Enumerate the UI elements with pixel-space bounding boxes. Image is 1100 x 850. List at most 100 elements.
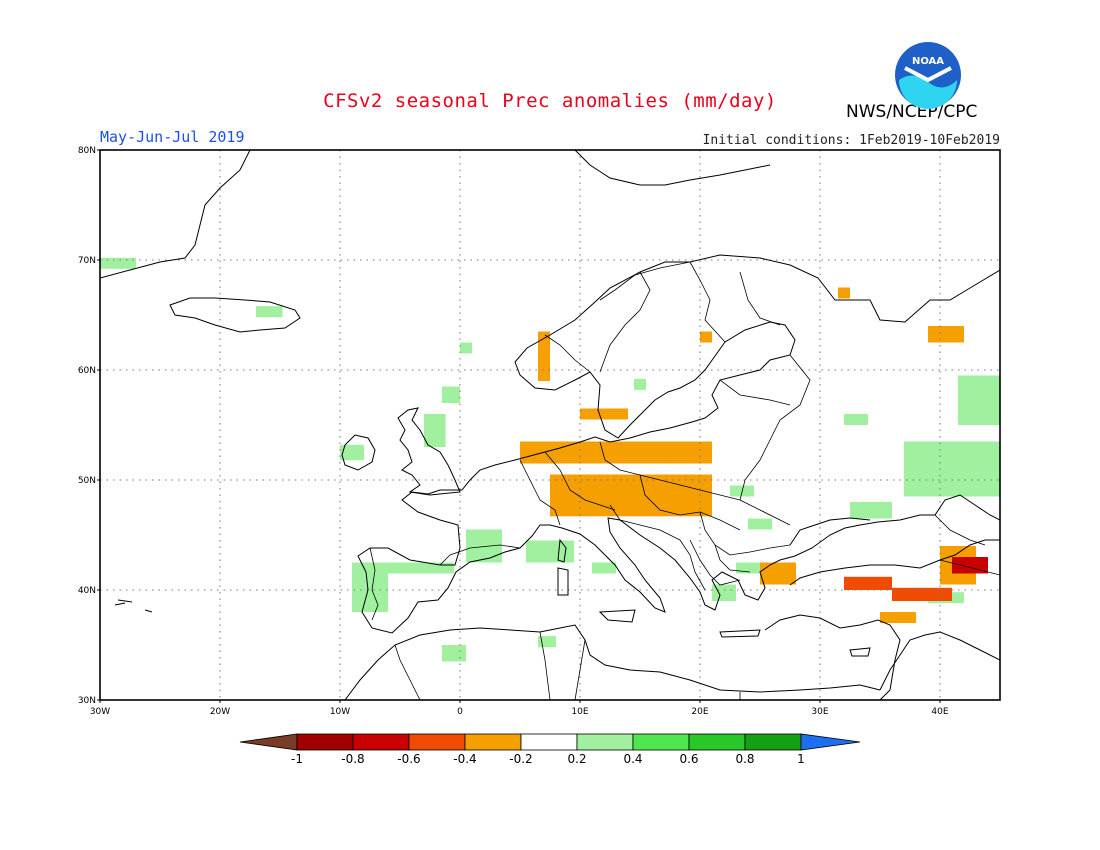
colorbar-bin <box>576 733 634 751</box>
anomaly-cell-6 <box>634 378 646 390</box>
graticule <box>100 150 1000 700</box>
colorbar-label: -0.4 <box>453 752 476 766</box>
colorbar-bin <box>296 733 354 751</box>
coastline-iceland <box>169 297 301 333</box>
lon-tick-label: 0 <box>457 707 463 717</box>
country-borders <box>369 261 1000 700</box>
initial-conditions: Initial conditions: 1Feb2019-10Feb2019 <box>702 133 1000 148</box>
border-caucasus <box>934 514 1000 576</box>
border-russia-baltic <box>719 354 811 526</box>
colorbar-bin <box>688 733 746 751</box>
anomaly-cell-13 <box>592 562 616 574</box>
lon-tick-label: 10W <box>330 707 350 717</box>
colorbar-label: -0.2 <box>509 752 532 766</box>
anomaly-cell-17 <box>712 584 736 601</box>
anomaly-cell-9 <box>352 562 388 612</box>
coastline-turkey <box>789 539 1000 586</box>
coastline-east-med <box>879 631 1000 691</box>
anomaly-cell-3 <box>424 414 446 447</box>
coastline-crete <box>719 629 761 638</box>
anomaly-cell-1 <box>256 306 283 318</box>
anomaly-cell-25 <box>550 474 712 517</box>
anomaly-cell-26 <box>580 408 628 420</box>
colorbar-high-arrow <box>800 733 861 751</box>
anomaly-layer <box>100 257 1000 662</box>
anomaly-cell-33 <box>844 576 892 590</box>
colorbar-label: 1 <box>797 752 805 766</box>
anomaly-cell-30 <box>760 562 796 585</box>
colorbar-label: -1 <box>291 752 303 766</box>
noaa-logo-wave <box>899 75 957 109</box>
coastline-sicily <box>598 609 636 623</box>
colorbar-bin <box>520 733 578 751</box>
colorbar-bin <box>352 733 410 751</box>
lat-tick-label: 50N <box>78 476 96 486</box>
colorbar-label: 0.4 <box>623 752 642 766</box>
colorbar: -1 -0.8 -0.6 -0.4 -0.2 0.2 0.4 0.6 0.8 1 <box>239 733 861 766</box>
anomaly-cell-20 <box>958 375 1000 425</box>
coastline-corsica <box>557 538 567 563</box>
coastline-cyprus <box>849 647 871 657</box>
noaa-logo-bird <box>904 66 952 83</box>
anomaly-cell-0 <box>100 257 136 269</box>
map-title: CFSv2 seasonal Prec anomalies (mm/day) <box>323 90 777 112</box>
anomaly-cell-21 <box>850 502 892 519</box>
anomaly-cell-10 <box>388 562 454 574</box>
coastline-svalbard <box>574 150 771 186</box>
anomaly-cell-15 <box>748 518 772 530</box>
coastline-europe <box>357 254 1000 634</box>
colorbar-label: 0.2 <box>567 752 586 766</box>
lon-tick-label: 20W <box>210 707 230 717</box>
colorbar-bin <box>744 733 802 751</box>
border-central-europe <box>519 441 791 556</box>
colorbar-bin <box>464 733 522 751</box>
lon-tick-label: 40E <box>931 707 948 717</box>
lon-tick-label: 20E <box>691 707 708 717</box>
anomaly-cell-5 <box>460 342 472 354</box>
colorbar-label: 0.8 <box>735 752 754 766</box>
anomaly-cell-2 <box>442 386 460 403</box>
lon-tick-label: 30W <box>90 707 110 717</box>
lat-tick-label: 40N <box>78 586 96 596</box>
border-africa <box>394 631 741 700</box>
anomaly-cell-23 <box>538 331 550 381</box>
border-balkans <box>679 539 751 591</box>
colorbar-bin <box>632 733 690 751</box>
anomaly-cell-18 <box>844 414 868 425</box>
coastline-sardinia <box>557 567 569 596</box>
border-iberia <box>369 544 521 621</box>
lat-tick-label: 70N <box>78 256 96 266</box>
anomaly-cell-11 <box>442 645 466 662</box>
forecast-period: May-Jun-Jul 2019 <box>100 128 245 146</box>
colorbar-label: -0.8 <box>341 752 364 766</box>
coastline-greenland <box>100 150 251 279</box>
lat-tick-label: 30N <box>78 696 96 706</box>
anomaly-cell-16 <box>736 562 760 574</box>
anomaly-cell-29 <box>928 326 964 343</box>
lon-tick-label: 10E <box>571 707 588 717</box>
noaa-logo-icon: NOAA <box>895 42 961 109</box>
coastline-anatolia-south <box>764 614 901 700</box>
agency-label: NWS/NCEP/CPC <box>846 102 978 122</box>
coastline-great-britain <box>397 407 461 496</box>
anomaly-cell-31 <box>880 612 916 623</box>
anomaly-cell-34 <box>892 587 952 601</box>
border-norway-sweden <box>544 261 691 373</box>
anomaly-cell-24 <box>520 441 712 464</box>
anomaly-cell-19 <box>904 441 1000 497</box>
map-frame <box>99 149 1001 701</box>
coastline-azores <box>114 599 153 613</box>
anomaly-cell-8 <box>526 540 574 563</box>
anomaly-cell-27 <box>700 331 712 343</box>
noaa-logo-text: NOAA <box>912 56 944 67</box>
coastline-ireland <box>341 434 376 471</box>
border-finland <box>689 261 781 343</box>
colorbar-label: -0.6 <box>397 752 420 766</box>
lat-tick-label: 60N <box>78 366 96 376</box>
anomaly-cell-12 <box>538 636 556 648</box>
colorbar-label: 0.6 <box>679 752 698 766</box>
colorbar-low-arrow <box>239 733 298 751</box>
lat-tick-label: 80N <box>78 146 96 156</box>
coastline-black-sea <box>789 517 871 546</box>
